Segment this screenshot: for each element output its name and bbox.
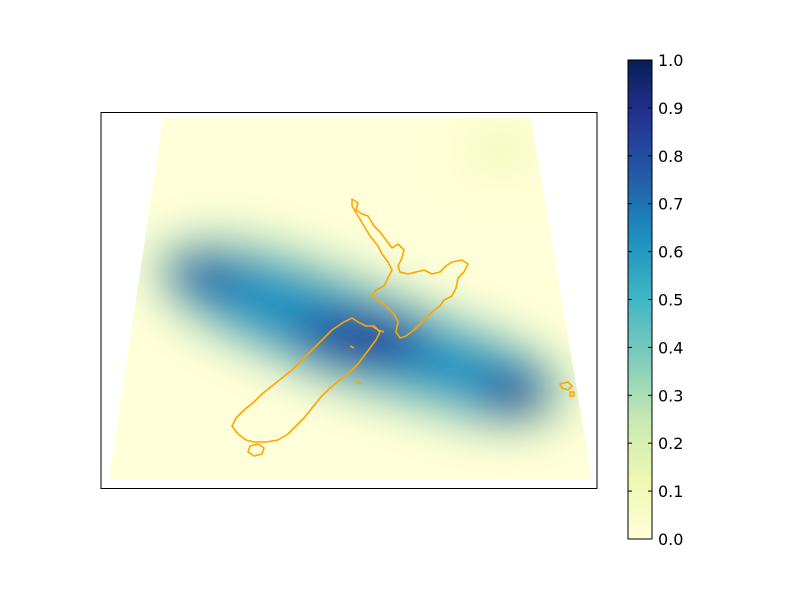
colorbar-tick-label: 0.3: [658, 386, 683, 405]
colorbar-tick-label: 0.0: [658, 530, 683, 549]
colorbar: 0.0 0.1 0.2 0.3 0.4 0.5 0.6 0.7 0.8 0.9 1.0: [627, 51, 683, 549]
south-island-outline: [231, 317, 381, 443]
north-island-outline: [351, 198, 469, 339]
colorbar-tick-label: 1.0: [658, 51, 683, 70]
colorbar-ticks: 0.0 0.1 0.2 0.3 0.4 0.5 0.6 0.7 0.8 0.9 1.0: [628, 51, 683, 549]
colorbar-tick-label: 0.2: [658, 434, 683, 453]
chatham-islands-outline: [559, 381, 575, 397]
colorbar-tick-label: 0.1: [658, 482, 683, 501]
colorbar-tick-label: 0.5: [658, 291, 683, 310]
stewart-island-outline: [247, 443, 265, 457]
colorbar-tick-label: 0.7: [658, 195, 683, 214]
colorbar-tick-label: 0.4: [658, 338, 683, 357]
colorbar-tick-label: 0.9: [658, 99, 683, 118]
coastline: [231, 198, 575, 457]
colorbar-tick-label: 0.8: [658, 147, 683, 166]
density-heatmap: [109, 118, 592, 479]
colorbar-tick-label: 0.6: [658, 243, 683, 262]
